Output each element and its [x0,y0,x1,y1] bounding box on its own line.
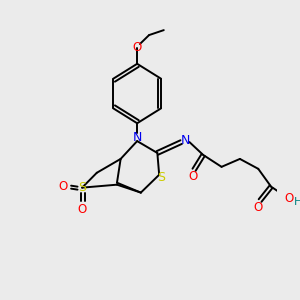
Text: O: O [188,170,198,183]
Text: O: O [285,192,294,205]
Text: N: N [181,134,190,147]
Text: N: N [133,130,142,144]
Text: O: O [77,203,87,216]
Text: O: O [133,41,142,55]
Text: O: O [254,201,263,214]
Text: O: O [58,180,68,193]
Text: S: S [157,171,165,184]
Text: S: S [78,181,86,194]
Text: H: H [293,196,300,206]
